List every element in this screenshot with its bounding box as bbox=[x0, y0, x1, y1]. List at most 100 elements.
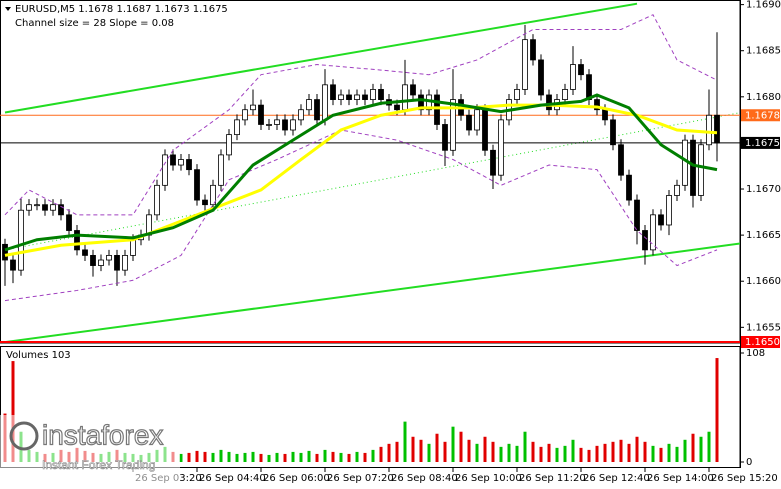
volume-bar bbox=[483, 436, 487, 462]
candle-body bbox=[210, 184, 216, 206]
chart-title: EURUSD,M5 1.1678 1.1687 1.1673 1.1675 bbox=[15, 4, 228, 15]
volume-bar bbox=[683, 439, 687, 462]
volume-bar bbox=[619, 439, 623, 462]
candle-body bbox=[394, 104, 400, 111]
candle-body bbox=[434, 94, 440, 125]
candle-body bbox=[674, 184, 680, 196]
volume-bar bbox=[331, 451, 335, 462]
candle-body bbox=[410, 84, 416, 96]
volume-bar bbox=[339, 452, 343, 462]
candle-body bbox=[170, 154, 176, 166]
indicator-line bbox=[4, 129, 718, 302]
candle-body bbox=[98, 259, 104, 266]
candle-body bbox=[642, 230, 648, 251]
channel-line bbox=[4, 2, 638, 114]
candle-body bbox=[130, 239, 136, 256]
candle-body bbox=[330, 84, 336, 100]
volume-bar bbox=[547, 443, 551, 462]
volume-bar bbox=[499, 446, 503, 462]
watermark-tagline: Instant Forex Trading bbox=[42, 458, 155, 472]
candle-body bbox=[498, 119, 504, 176]
volume-bar bbox=[379, 446, 383, 462]
x-tick-label: 26 Sep 04:40 bbox=[199, 473, 266, 484]
volume-bar bbox=[579, 447, 583, 462]
candle-body bbox=[634, 199, 640, 231]
volume-bar bbox=[539, 446, 543, 462]
volume-bar bbox=[283, 453, 287, 462]
menu-arrow bbox=[5, 7, 11, 11]
price-label: 1.1678 bbox=[745, 110, 780, 121]
candle-body bbox=[2, 243, 8, 261]
volume-bar bbox=[211, 452, 215, 462]
candle-body bbox=[466, 114, 472, 131]
watermark: instaforex Instant Forex Trading bbox=[0, 415, 180, 489]
candle-body bbox=[586, 74, 592, 100]
price-label-bg bbox=[740, 136, 780, 149]
candle-body bbox=[602, 109, 608, 121]
volume-bar bbox=[587, 449, 591, 462]
x-tick-label: 26 Sep 12:40 bbox=[583, 473, 650, 484]
candle-body bbox=[74, 230, 80, 251]
candle-body bbox=[538, 59, 544, 96]
candle-body bbox=[522, 39, 528, 90]
bottom-label: 1.1650 bbox=[745, 337, 780, 348]
x-tick-label: 26 Sep 06:00 bbox=[263, 473, 330, 484]
indicator-line bbox=[4, 14, 718, 216]
volume-bar bbox=[643, 441, 647, 462]
candle-body bbox=[114, 255, 120, 271]
channel-line bbox=[4, 242, 740, 343]
volume-bar bbox=[451, 426, 455, 462]
volume-bar bbox=[635, 436, 639, 462]
bottom-label-bg bbox=[740, 336, 780, 348]
candle-body bbox=[530, 39, 536, 61]
y-tick-label: 1.1685 bbox=[746, 46, 781, 57]
volume-bar bbox=[11, 361, 15, 462]
volume-bar bbox=[523, 431, 527, 462]
candle-body bbox=[106, 255, 112, 261]
volume-bar bbox=[363, 452, 367, 462]
volume-bar bbox=[307, 450, 311, 462]
volume-bar bbox=[699, 436, 703, 462]
candle-body bbox=[258, 104, 264, 125]
volume-bar bbox=[627, 443, 631, 462]
volume-bar bbox=[467, 439, 471, 462]
candle-body bbox=[578, 64, 584, 76]
candle-body bbox=[450, 99, 456, 151]
candle-body bbox=[242, 109, 248, 121]
volume-bar bbox=[507, 443, 511, 462]
candle-body bbox=[66, 214, 72, 231]
price-label: 1.1675 bbox=[745, 138, 780, 149]
candle-body bbox=[618, 144, 624, 176]
volume-bar bbox=[315, 453, 319, 462]
candle-body bbox=[306, 99, 312, 111]
candle-body bbox=[218, 154, 224, 186]
candle-body bbox=[34, 204, 40, 207]
candle-body bbox=[338, 94, 344, 100]
candle-body bbox=[298, 109, 304, 121]
volume-bar bbox=[243, 452, 247, 462]
logo-icon bbox=[9, 421, 39, 451]
candle-body bbox=[202, 199, 208, 206]
y-tick-label: 1.1660 bbox=[746, 276, 781, 287]
candle-body bbox=[666, 195, 672, 226]
volume-bar bbox=[459, 431, 463, 462]
candle-body bbox=[122, 255, 128, 271]
volume-bar bbox=[395, 441, 399, 462]
candle-body bbox=[690, 139, 696, 196]
y-tick-label: 108 bbox=[746, 348, 765, 359]
candle-body bbox=[626, 174, 632, 201]
volume-bar bbox=[411, 436, 415, 462]
candle-body bbox=[10, 259, 16, 271]
candle-body bbox=[194, 169, 200, 201]
volume-bar bbox=[267, 454, 271, 462]
candle-body bbox=[282, 119, 288, 131]
x-tick-label: 26 Sep 07:20 bbox=[327, 473, 394, 484]
candle-body bbox=[178, 159, 184, 166]
candle-body bbox=[378, 89, 384, 100]
candle-body bbox=[658, 214, 664, 226]
volume-bar bbox=[691, 433, 695, 462]
candle-body bbox=[234, 119, 240, 136]
y-tick-label: 0 bbox=[746, 457, 752, 468]
volume-bar bbox=[347, 453, 351, 462]
